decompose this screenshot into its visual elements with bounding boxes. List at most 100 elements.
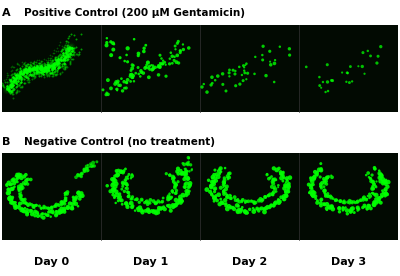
Point xyxy=(23,75,30,79)
Point xyxy=(326,174,332,179)
Point xyxy=(153,211,159,215)
Point xyxy=(321,203,327,207)
Point xyxy=(263,206,269,211)
Point xyxy=(13,81,20,86)
Point xyxy=(256,198,262,203)
Point xyxy=(11,71,18,75)
Point xyxy=(266,193,272,198)
Point xyxy=(186,169,192,174)
Point xyxy=(34,70,40,74)
Point xyxy=(378,200,384,205)
Point xyxy=(180,42,186,47)
Point xyxy=(111,177,118,181)
Point xyxy=(361,205,368,209)
Point xyxy=(52,67,58,71)
Point xyxy=(122,59,128,63)
Point xyxy=(50,62,56,66)
Point xyxy=(15,175,21,179)
Point xyxy=(110,177,117,182)
Point xyxy=(49,71,55,76)
Point xyxy=(20,198,26,203)
Point xyxy=(103,43,110,47)
Text: B: B xyxy=(2,137,10,147)
Point xyxy=(39,62,45,66)
Point xyxy=(32,66,39,71)
Point xyxy=(159,200,165,205)
Point xyxy=(156,200,163,205)
Text: Positive Control (200 μM Gentamicin): Positive Control (200 μM Gentamicin) xyxy=(24,8,245,18)
Point xyxy=(36,65,43,70)
Point xyxy=(124,183,130,187)
Point xyxy=(38,59,44,63)
Point xyxy=(8,68,15,72)
Point xyxy=(48,205,55,210)
Point xyxy=(25,61,31,66)
Point xyxy=(118,169,124,174)
Point xyxy=(373,179,380,184)
Point xyxy=(264,172,270,176)
Point xyxy=(383,178,389,182)
Point xyxy=(22,67,29,72)
Point xyxy=(266,176,272,181)
Point xyxy=(178,198,184,202)
Point xyxy=(348,209,354,214)
Point xyxy=(56,71,63,76)
Point xyxy=(180,161,186,166)
Point xyxy=(154,201,160,205)
Point xyxy=(65,54,71,59)
Point xyxy=(22,69,29,74)
Point xyxy=(33,71,39,76)
Point xyxy=(25,204,31,208)
Point xyxy=(211,190,218,194)
Point xyxy=(281,176,287,180)
Point xyxy=(359,64,366,69)
Point xyxy=(320,80,326,84)
Point xyxy=(228,205,234,209)
Point xyxy=(13,174,19,178)
Point xyxy=(64,43,70,47)
Point xyxy=(56,203,62,208)
Point xyxy=(60,51,66,55)
Point xyxy=(50,65,57,69)
Point xyxy=(36,72,42,76)
Point xyxy=(366,204,372,208)
Point xyxy=(278,172,284,176)
Point xyxy=(210,194,216,198)
Point xyxy=(78,171,85,176)
Point xyxy=(29,74,35,78)
Point xyxy=(183,169,189,174)
Point xyxy=(43,65,49,70)
Point xyxy=(324,175,330,180)
Point xyxy=(38,65,45,69)
Point xyxy=(123,201,130,206)
Point xyxy=(52,62,58,67)
Point xyxy=(107,189,114,193)
Point xyxy=(67,46,73,51)
Point xyxy=(12,77,19,82)
Point xyxy=(284,178,290,182)
Point xyxy=(56,65,63,69)
Point xyxy=(182,172,188,176)
Point xyxy=(279,171,286,176)
Point xyxy=(185,162,191,167)
Point xyxy=(58,58,64,62)
Point xyxy=(9,81,15,85)
Point xyxy=(349,206,356,211)
Point xyxy=(184,189,191,193)
Point xyxy=(76,50,82,55)
Point xyxy=(181,177,188,181)
Point xyxy=(50,61,57,65)
Point xyxy=(325,89,331,93)
Point xyxy=(38,70,44,75)
Point xyxy=(56,52,63,56)
Point xyxy=(365,194,371,198)
Point xyxy=(11,78,17,83)
Point xyxy=(352,200,358,205)
Point xyxy=(158,206,164,211)
Point xyxy=(60,57,66,62)
Point xyxy=(15,73,22,78)
Point xyxy=(346,198,353,203)
Point xyxy=(14,90,20,94)
Point xyxy=(151,210,157,214)
Point xyxy=(120,181,126,186)
